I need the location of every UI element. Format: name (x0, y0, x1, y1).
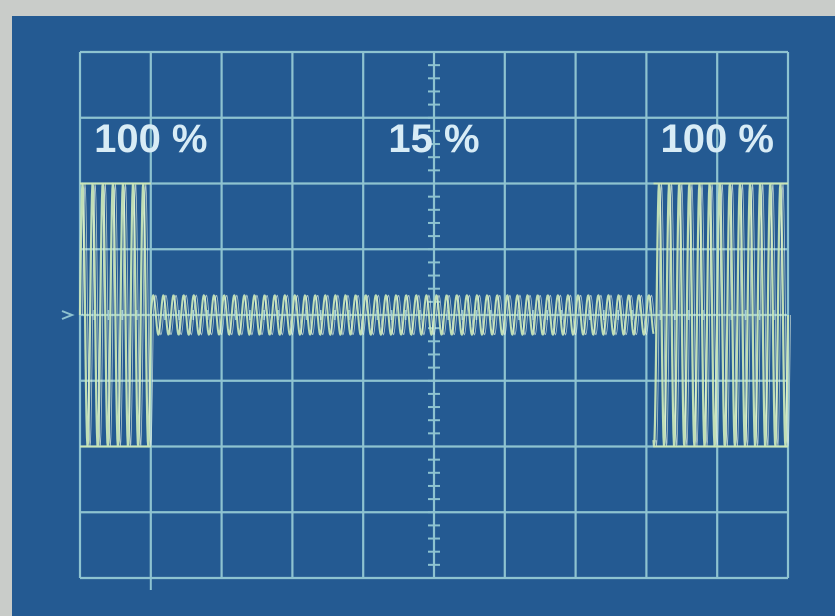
trace-segment (149, 294, 655, 336)
trace-segment-shadow (152, 294, 657, 336)
trace-segment (652, 182, 790, 448)
trigger-marker (61, 310, 75, 320)
annotation-left-amplitude: 100 % (94, 117, 207, 161)
trace-segment-shadow (655, 183, 791, 447)
trace-segment-shadow (82, 183, 154, 447)
annotation-right-amplitude: 100 % (660, 117, 773, 161)
amplitude-labels: 100 % 15 % 100 % (94, 117, 774, 161)
annotation-center-amplitude: 15 % (388, 117, 479, 161)
waveform-trace (78, 182, 791, 448)
trace-segment (78, 182, 152, 448)
